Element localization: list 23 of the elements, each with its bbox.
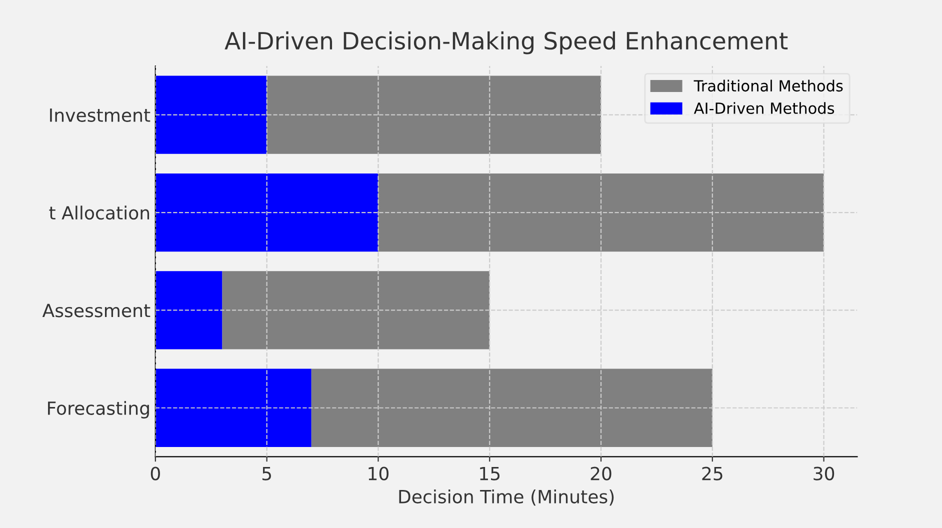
bar (311, 368, 712, 447)
x-tick-label: 20 (590, 466, 612, 480)
y-tick-label: t Allocation (49, 206, 150, 220)
bar (155, 368, 312, 447)
x-tick-label: 25 (702, 466, 722, 480)
x-axis-title: Decision Time (Minutes) (399, 489, 614, 506)
y-tick-label: Forecasting (48, 401, 149, 418)
bar (155, 173, 378, 252)
x-tick-label: 30 (814, 466, 834, 480)
y-tick-label: Assessment (42, 304, 150, 318)
chart-title: AI-Driven Decision-Making Speed Enhancement (224, 31, 788, 54)
legend-label: Traditional Methods (694, 80, 843, 92)
bar (222, 271, 490, 350)
bar (155, 271, 222, 350)
x-tick-label: 15 (480, 467, 500, 480)
bar (155, 76, 267, 154)
bar (266, 76, 602, 154)
y-tick-label: Investment (50, 108, 150, 122)
x-tick-label: 0 (150, 466, 160, 480)
bar (378, 173, 824, 252)
legend-label: AI-Driven Methods (694, 102, 834, 114)
x-tick-label: 10 (368, 466, 389, 480)
x-tick-label: 5 (262, 467, 271, 480)
